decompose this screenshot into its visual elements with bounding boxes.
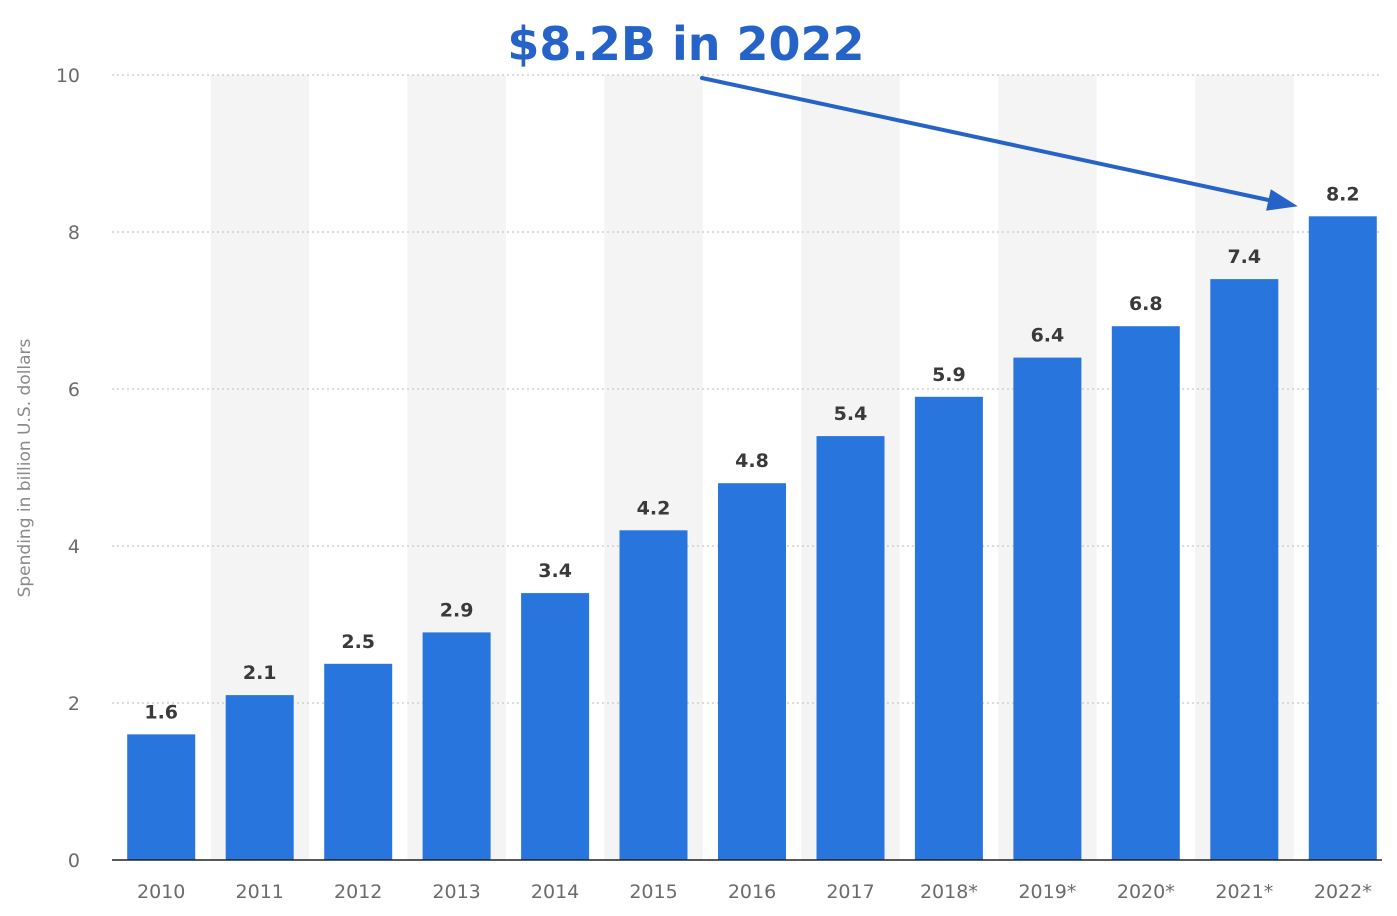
bar xyxy=(1013,357,1082,860)
y-tick-label: 0 xyxy=(68,850,80,872)
bar xyxy=(619,530,688,860)
y-tick-label: 10 xyxy=(56,65,80,87)
bar xyxy=(718,483,786,860)
bar xyxy=(521,593,590,860)
y-tick-label: 2 xyxy=(68,693,80,715)
x-tick-label: 2012 xyxy=(334,881,382,903)
bar xyxy=(127,734,196,860)
x-tick-label: 2010 xyxy=(137,881,185,903)
x-tick-label: 2019* xyxy=(1018,881,1076,903)
data-labels: 1.6 2.1 2.5 2.9 3.4 4.2 4.8 5.4 5.9 6.4 6.8 7.4 8.2 xyxy=(144,183,1359,723)
data-label: 5.4 xyxy=(834,403,868,425)
annotation-arrow xyxy=(700,76,1271,202)
y-axis-ticks: 0 2 4 6 8 10 xyxy=(56,65,80,872)
x-tick-label: 2021* xyxy=(1215,881,1273,903)
x-tick-label: 2016 xyxy=(728,881,776,903)
x-axis-ticks: 2010 2011 2012 2013 2014 2015 2016 2017 2018* 201… xyxy=(137,881,1372,903)
x-tick-label: 2018* xyxy=(920,881,978,903)
x-tick-label: 2014 xyxy=(531,881,579,903)
bar xyxy=(1210,279,1279,861)
data-label: 6.4 xyxy=(1031,325,1065,347)
bar xyxy=(225,695,294,860)
y-tick-label: 4 xyxy=(68,536,80,558)
data-label: 4.2 xyxy=(637,497,671,519)
bar xyxy=(324,663,393,861)
x-tick-label: 2013 xyxy=(432,881,480,903)
y-tick-label: 8 xyxy=(68,222,80,244)
x-tick-label: 2020* xyxy=(1117,881,1175,903)
annotation-callout: $8.2B in 2022 xyxy=(504,14,1298,211)
bars xyxy=(127,216,1377,861)
bar xyxy=(422,632,491,860)
data-label: 7.4 xyxy=(1227,246,1261,268)
x-tick-label: 2017 xyxy=(826,881,874,903)
data-label: 6.8 xyxy=(1129,293,1163,315)
bar xyxy=(1111,326,1180,860)
bar xyxy=(816,436,885,860)
data-label: 2.9 xyxy=(440,599,474,621)
y-axis-label: Spending in billion U.S. dollars xyxy=(15,338,35,597)
annotation-arrow-head xyxy=(1266,189,1298,211)
data-label: 4.8 xyxy=(735,450,769,472)
bar xyxy=(1308,216,1377,861)
data-label: 2.5 xyxy=(341,631,375,653)
data-label: 1.6 xyxy=(144,701,178,723)
data-label: 8.2 xyxy=(1326,183,1360,205)
y-tick-label: 6 xyxy=(68,379,80,401)
data-label: 2.1 xyxy=(243,662,277,684)
data-label: 5.9 xyxy=(932,364,966,386)
x-tick-label: 2015 xyxy=(629,881,677,903)
x-tick-label: 2011 xyxy=(236,881,284,903)
annotation-text: $8.2B in 2022 xyxy=(507,17,864,71)
data-label: 3.4 xyxy=(538,560,572,582)
x-tick-label: 2022* xyxy=(1314,881,1372,903)
bar xyxy=(914,396,983,860)
